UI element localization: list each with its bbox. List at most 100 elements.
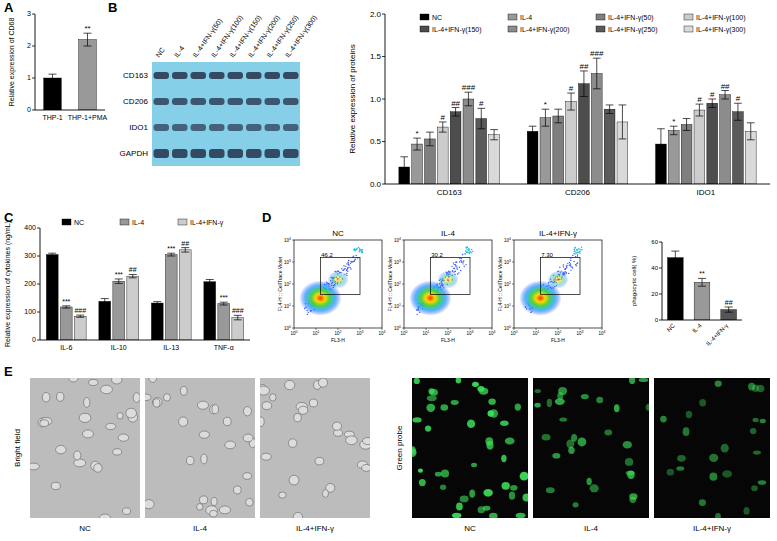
error-cap [206, 284, 214, 285]
event-dot [573, 261, 574, 262]
blot-band [191, 149, 207, 158]
y-tick-label: 1.5 [370, 52, 382, 61]
x-tick-label: 103 [467, 330, 474, 336]
bar [165, 255, 177, 340]
error-cap [439, 132, 447, 133]
error-bar [580, 71, 588, 97]
cell [581, 394, 589, 399]
cell [623, 441, 632, 449]
error-bar [400, 157, 408, 177]
event-dot [454, 268, 455, 269]
error-line [481, 108, 482, 128]
cell [573, 502, 579, 507]
error-line [52, 74, 53, 82]
cell [699, 499, 706, 506]
cell [243, 407, 251, 416]
cell [57, 392, 64, 401]
event-dot [466, 246, 468, 248]
flow-plot: 46.2NC100100101101102102103103104104FL4-… [277, 229, 386, 343]
event-dot [345, 266, 346, 267]
cell [660, 416, 667, 423]
y-tick [659, 268, 662, 269]
error-cap [101, 298, 109, 299]
annotation: ### [462, 83, 476, 92]
event-dot [578, 248, 580, 250]
y-tick-label: 101 [284, 303, 291, 309]
event-dot [456, 261, 457, 262]
event-dot [348, 265, 349, 266]
y-tick [382, 141, 385, 142]
event-dot [567, 263, 568, 264]
cell [362, 464, 370, 471]
lane-label: IL-4+IFN-γ(100) [210, 14, 245, 59]
blot-band [191, 124, 207, 131]
event-dot [362, 251, 364, 253]
y-tick-label: 3 [27, 10, 31, 17]
y-tick [292, 328, 294, 329]
cell [639, 378, 649, 382]
error-cap [657, 128, 665, 129]
blot-band [154, 149, 170, 158]
error-line [596, 58, 597, 89]
tick-exponent: 2 [450, 330, 452, 334]
bar [151, 303, 163, 340]
cell [315, 457, 324, 464]
y-tick [37, 340, 40, 341]
event-dot [565, 272, 566, 273]
tick-exponent: 0 [509, 325, 511, 329]
plot-frame [404, 240, 492, 328]
cell [547, 399, 552, 407]
y-axis-label: FL4-H :: CellTrace Violet [387, 256, 393, 311]
error-cap [593, 88, 601, 89]
y-axis-label: FL4-H :: CellTrace Violet [277, 256, 283, 311]
y-tick-label: 102 [504, 281, 511, 287]
x-tick [294, 328, 295, 330]
event-dot [343, 265, 344, 266]
cell [152, 398, 162, 407]
cell [234, 486, 242, 494]
cell [552, 453, 560, 459]
cell [186, 456, 194, 464]
cell [332, 422, 341, 430]
plot-title: IL-4 [441, 229, 455, 238]
image-background [533, 378, 649, 518]
y-tick-label: 101 [504, 303, 511, 309]
cell [199, 496, 207, 504]
error-line [429, 132, 430, 146]
x-tick [514, 328, 515, 330]
cell [201, 454, 207, 464]
cell [586, 478, 591, 485]
y-tick [37, 312, 40, 313]
cell [440, 404, 448, 411]
event-dot [581, 249, 583, 251]
y-tick [402, 240, 404, 241]
blot-band [154, 124, 170, 131]
error-line [118, 279, 119, 283]
error-line [223, 302, 224, 305]
bright-field-image: IL-4+IFN-γ [257, 378, 373, 533]
bar [553, 116, 564, 184]
cell [753, 451, 761, 455]
error-cap [606, 104, 614, 105]
cell [412, 417, 421, 422]
marks [667, 251, 736, 320]
bar [668, 130, 679, 184]
cell [467, 419, 475, 428]
event-dot [341, 268, 342, 269]
cell [117, 413, 123, 420]
tick-exponent: 4 [399, 237, 401, 241]
x-tick-label: 103 [357, 330, 364, 336]
error-bar [76, 315, 84, 317]
error-line [728, 307, 729, 312]
blot-band [265, 72, 281, 79]
legend-label: IL-4+IFN-γ(150) [432, 26, 482, 34]
error-cap [49, 81, 57, 82]
bar [540, 118, 551, 184]
cell [471, 463, 477, 468]
event-dot [356, 249, 358, 251]
cell [260, 417, 264, 426]
blot-band [265, 124, 281, 131]
row-label: CD163 [123, 71, 148, 80]
event-dot [574, 247, 576, 249]
density-cloud [437, 271, 458, 289]
